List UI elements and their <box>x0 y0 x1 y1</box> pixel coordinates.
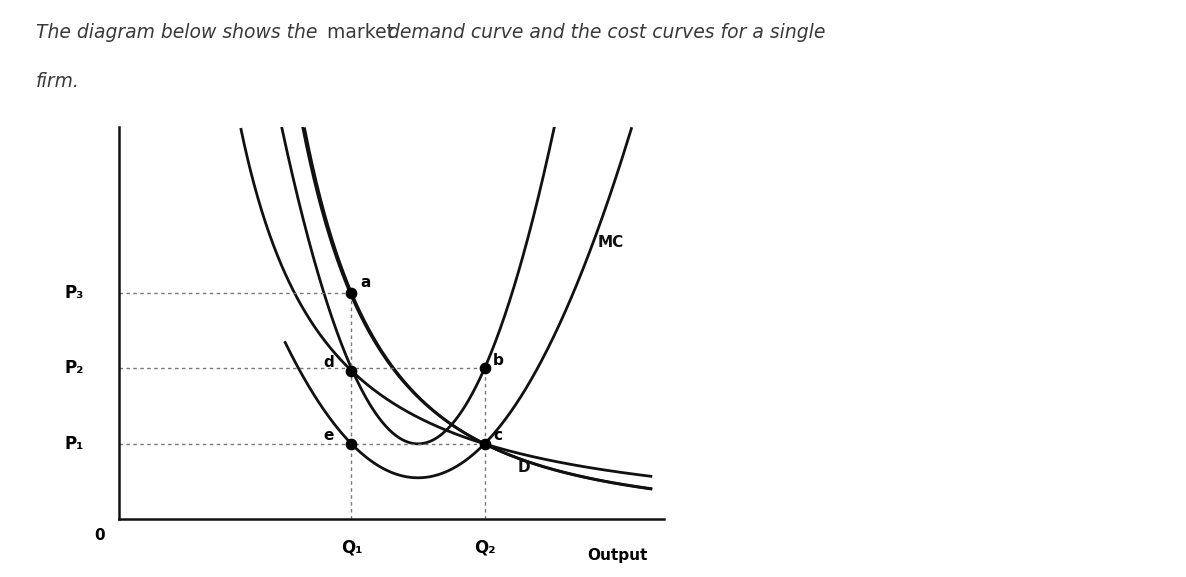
Text: firm.: firm. <box>36 72 79 91</box>
Point <box>342 439 361 448</box>
Text: D: D <box>518 460 530 475</box>
Text: c: c <box>493 428 502 443</box>
Text: a: a <box>361 275 370 290</box>
Text: Output: Output <box>587 548 648 563</box>
Point <box>476 439 495 448</box>
Point <box>342 366 361 375</box>
Point <box>476 364 495 373</box>
Text: P₁: P₁ <box>64 435 84 453</box>
Text: e: e <box>324 428 334 443</box>
Text: The diagram below shows the: The diagram below shows the <box>36 23 323 42</box>
Text: 0: 0 <box>95 529 106 544</box>
Text: Q₂: Q₂ <box>473 538 496 556</box>
Text: market: market <box>327 23 401 42</box>
Point <box>342 288 361 298</box>
Text: Q₁: Q₁ <box>340 538 362 556</box>
Text: d: d <box>324 355 334 370</box>
Text: b: b <box>493 353 504 368</box>
Text: MC: MC <box>598 235 624 250</box>
Text: P₂: P₂ <box>64 359 84 377</box>
Text: P₃: P₃ <box>64 284 84 302</box>
Text: demand curve and the cost curves for a single: demand curve and the cost curves for a s… <box>388 23 825 42</box>
